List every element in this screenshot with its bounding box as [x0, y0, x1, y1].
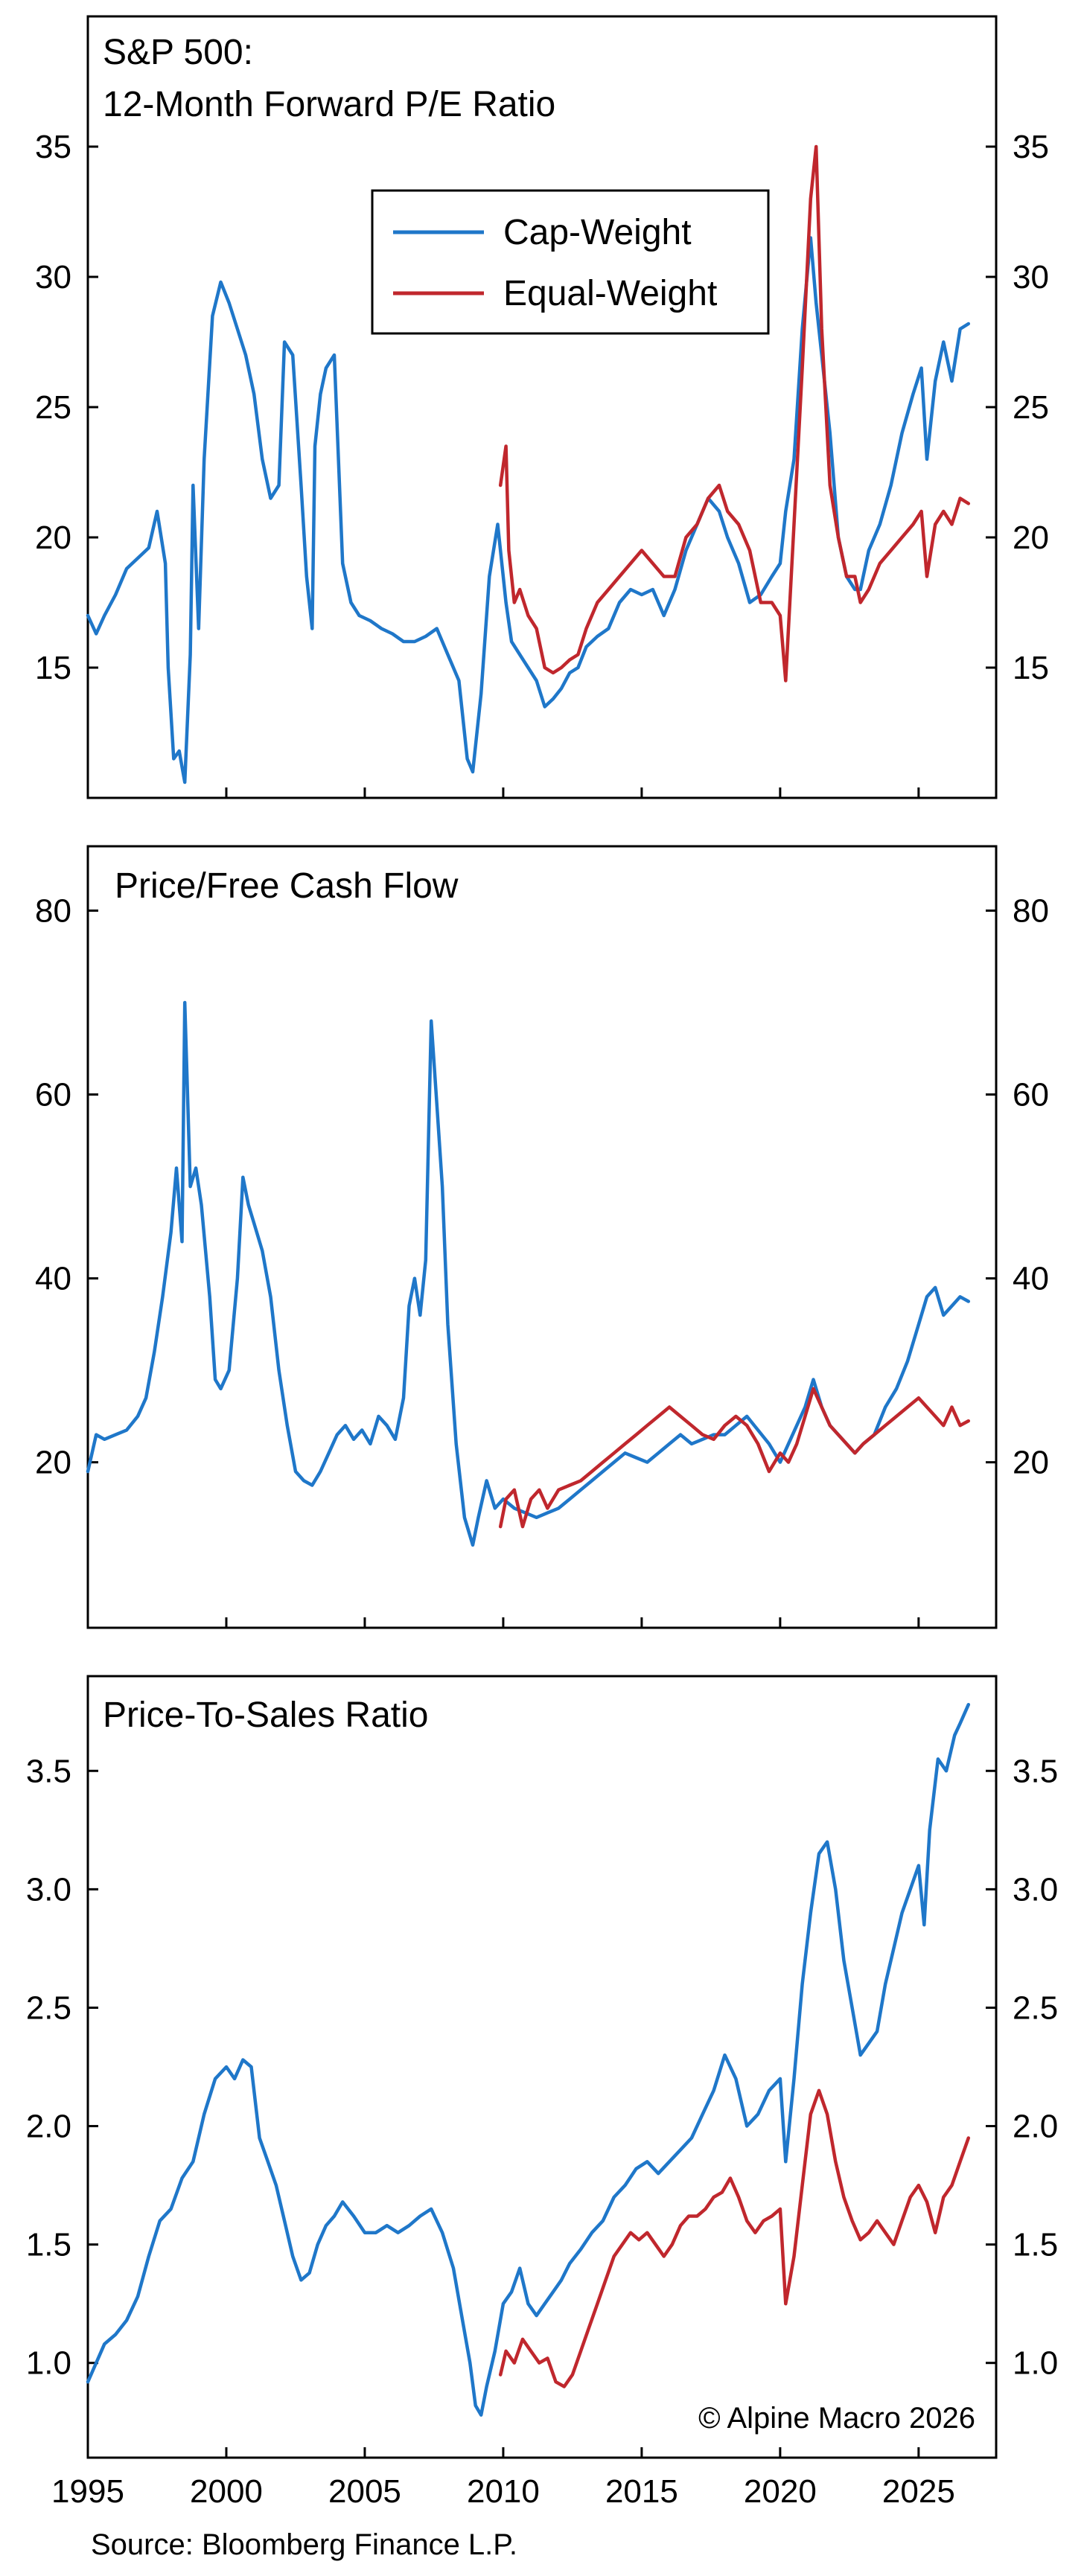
y-tick-label-right: 20	[1013, 520, 1049, 556]
y-tick-label-right: 40	[1013, 1261, 1049, 1297]
x-axis: 1995 2000 2005 2010 2015 2020 2025	[51, 787, 955, 2510]
x-tick-label: 2010	[467, 2473, 540, 2510]
y-tick-label-left: 3.5	[26, 1753, 71, 1789]
y-tick-label-right: 3.5	[1013, 1753, 1058, 1789]
y-tick-label-left: 3.0	[26, 1871, 71, 1908]
y-tick-label-left: 1.0	[26, 2345, 71, 2382]
x-tick-label: 2020	[744, 2473, 817, 2510]
legend-box	[371, 189, 770, 335]
plot-frame	[86, 845, 998, 1629]
y-tick-label-right: 20	[1013, 1445, 1049, 1481]
x-tick-label: 2000	[190, 2473, 263, 2510]
plot-frame	[86, 1675, 998, 2459]
legend-label-equal-weight: Equal-Weight	[503, 274, 717, 313]
x-tick-label: 2025	[882, 2473, 955, 2510]
y-tick-label-left: 25	[35, 389, 71, 426]
chart-panel-pfcf: 20 20 40 40 60 60 80 80 Price/Free Cash Flow	[35, 845, 1049, 1629]
y-tick-label-right: 2.5	[1013, 1989, 1058, 2026]
x-tick-label: 2005	[328, 2473, 401, 2510]
panel-title-line-2: 12-Month Forward P/E Ratio	[103, 85, 555, 124]
source-text: Source: Bloomberg Finance L.P.	[91, 2528, 517, 2561]
y-tick-label-left: 60	[35, 1077, 71, 1113]
plot-frame	[86, 15, 998, 799]
y-tick-label-left: 15	[35, 650, 71, 686]
x-tick-label: 1995	[51, 2473, 124, 2510]
series-line-equal-weight	[498, 144, 971, 683]
chart-panel-pe: 15 15 20 20 25 25 30 30 35 35 S&P 500: 12-Month F…	[35, 15, 1049, 799]
series-line-cap-weight	[86, 1000, 971, 1547]
legend-label-cap-weight: Cap-Weight	[503, 213, 692, 252]
series-group	[86, 1000, 971, 1547]
y-tick-label-right: 1.5	[1013, 2227, 1058, 2263]
series-line-cap-weight	[86, 1702, 971, 2417]
y-tick-label-left: 80	[35, 892, 71, 929]
y-tick-label-right: 15	[1013, 650, 1049, 686]
y-tick-label-right: 60	[1013, 1077, 1049, 1113]
y-tick-label-left: 2.5	[26, 1989, 71, 2026]
series-line-equal-weight	[498, 1387, 971, 1529]
y-tick-label-left: 30	[35, 259, 71, 295]
y-axis-ticks: 15 15 20 20 25 25 30 30 35 35	[35, 129, 1049, 686]
y-tick-label-right: 35	[1013, 129, 1049, 165]
y-axis-ticks: 20 20 40 40 60 60 80 80	[35, 892, 1049, 1480]
y-tick-label-right: 25	[1013, 389, 1049, 426]
series-group	[86, 144, 971, 784]
series-line-equal-weight	[498, 2088, 971, 2388]
y-tick-label-left: 20	[35, 520, 71, 556]
panel-title: Price-To-Sales Ratio	[103, 1696, 428, 1735]
y-tick-label-left: 35	[35, 129, 71, 165]
y-axis-ticks: 1.0 1.0 1.5 1.5 2.0 2.0 2.5 2.5 3.0 3.0 3.5 3.5	[26, 1753, 1058, 2381]
y-tick-label-right: 80	[1013, 892, 1049, 929]
y-tick-label-right: 2.0	[1013, 2109, 1058, 2145]
y-tick-label-left: 20	[35, 1445, 71, 1481]
x-tick-label: 2015	[605, 2473, 678, 2510]
panel-title: Price/Free Cash Flow	[115, 866, 459, 906]
y-tick-label-left: 1.5	[26, 2227, 71, 2263]
panel-title-line-1: S&P 500:	[103, 33, 253, 72]
y-tick-label-right: 30	[1013, 259, 1049, 295]
legend: Cap-Weight Equal-Weight	[371, 189, 770, 335]
chart-panel-ps: 1.0 1.0 1.5 1.5 2.0 2.0 2.5 2.5 3.0 3.0 3.5 3.5 Pri…	[26, 1675, 1058, 2459]
series-line-cap-weight	[86, 236, 971, 784]
copyright-text: © Alpine Macro 2026	[698, 2402, 975, 2435]
y-tick-label-right: 3.0	[1013, 1871, 1058, 1908]
y-tick-label-left: 40	[35, 1261, 71, 1297]
series-group	[86, 1702, 971, 2417]
y-tick-label-left: 2.0	[26, 2109, 71, 2145]
y-tick-label-right: 1.0	[1013, 2345, 1058, 2382]
